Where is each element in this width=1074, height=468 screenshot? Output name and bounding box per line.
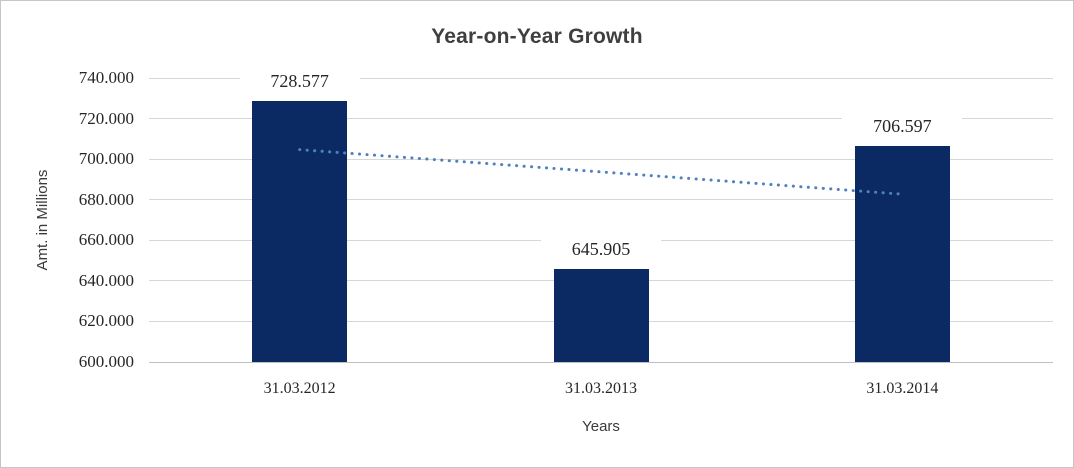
x-tick-label: 31.03.2012 (263, 380, 336, 397)
y-tick-label: 720.000 (78, 108, 134, 128)
trendline (298, 148, 904, 196)
gridline (149, 199, 1053, 201)
bar-data-label: 645.905 (541, 238, 661, 259)
y-tick-label: 600.000 (78, 352, 134, 371)
x-axis-line (149, 361, 1053, 363)
bar-data-label: 728.577 (239, 71, 360, 92)
y-tick-label: 740.000 (78, 68, 134, 87)
x-axis-title: Years (582, 418, 620, 435)
gridline (149, 118, 1053, 120)
y-tick-label: 680.000 (78, 189, 134, 209)
bar (854, 145, 950, 362)
y-tick-label: 700.000 (78, 149, 134, 169)
y-tick-label: 620.000 (78, 311, 134, 331)
y-tick-label: 660.000 (78, 230, 134, 250)
gridline (149, 77, 1053, 79)
x-tick-label: 31.03.2014 (866, 380, 939, 397)
bar (252, 101, 348, 362)
x-tick-label: 31.03.2013 (564, 380, 637, 397)
bar-data-label: 706.597 (842, 115, 963, 136)
y-tick-label: 640.000 (78, 270, 134, 290)
bar (553, 268, 649, 362)
chart-title: Year-on-Year Growth (431, 25, 643, 48)
